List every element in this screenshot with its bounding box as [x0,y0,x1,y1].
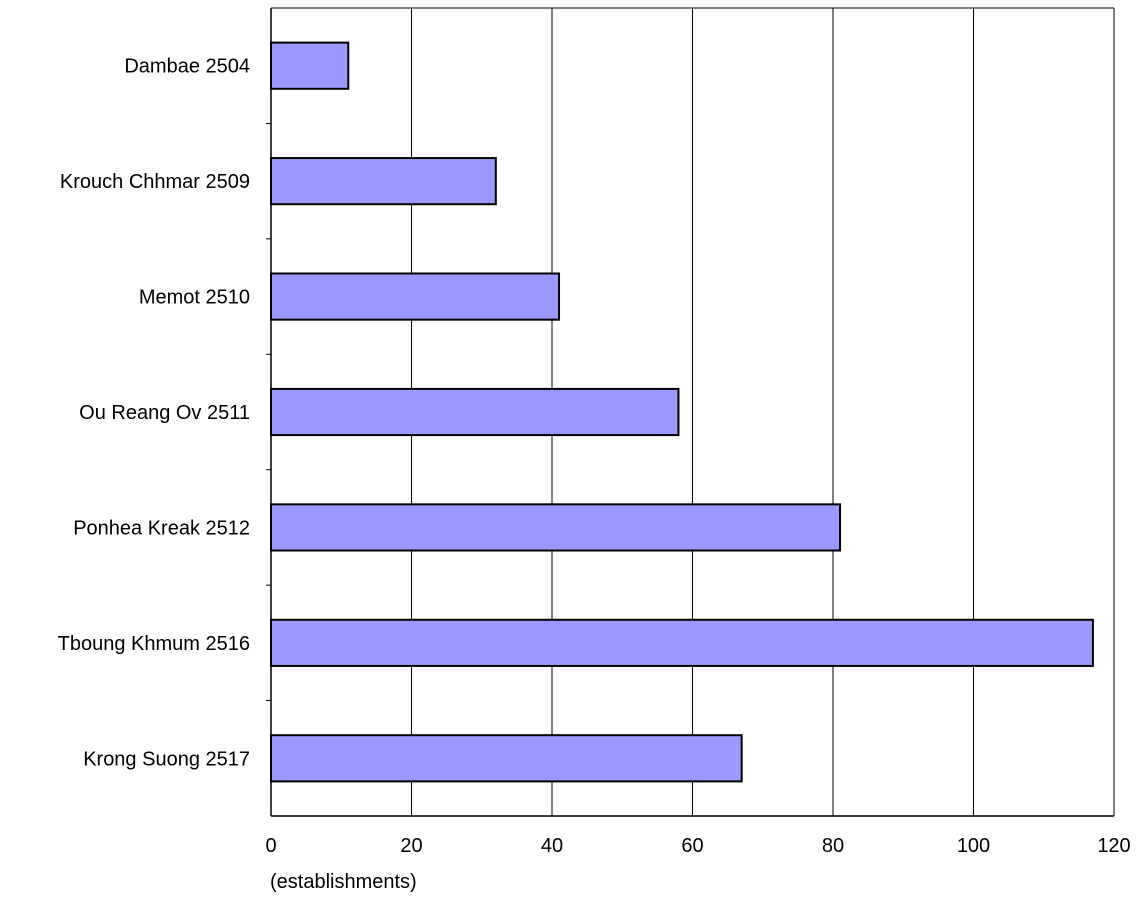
x-tick-label: 100 [957,835,990,857]
x-tick-label: 0 [265,835,276,857]
category-label: Dambae 2504 [124,56,250,78]
category-label: Ponhea Kreak 2512 [73,517,250,539]
category-label: Tboung Khmum 2516 [58,633,250,655]
category-label: Krouch Chhmar 2509 [60,171,250,193]
x-tick-label: 60 [681,835,703,857]
gridlines [411,8,1115,816]
bar [270,734,743,783]
bar [270,618,1094,667]
x-tick-label: 80 [822,835,844,857]
x-axis-title: (establishments) [270,871,417,893]
category-label: Ou Reang Ov 2511 [79,402,250,424]
x-tick-label: 40 [541,835,563,857]
bar [270,41,350,90]
bar [270,272,561,321]
category-label: Krong Suong 2517 [83,748,250,770]
x-tick-label: 20 [400,835,422,857]
x-tick-label: 120 [1097,835,1130,857]
category-label: Memot 2510 [139,287,250,309]
bar [270,157,497,206]
bar [270,387,680,437]
axes [266,7,1114,817]
labels: 0 20 40 60 80 100 120 Dambae 2504 Krouch Chhmar … [58,56,1131,857]
bars [270,41,1094,783]
bar [270,503,842,552]
